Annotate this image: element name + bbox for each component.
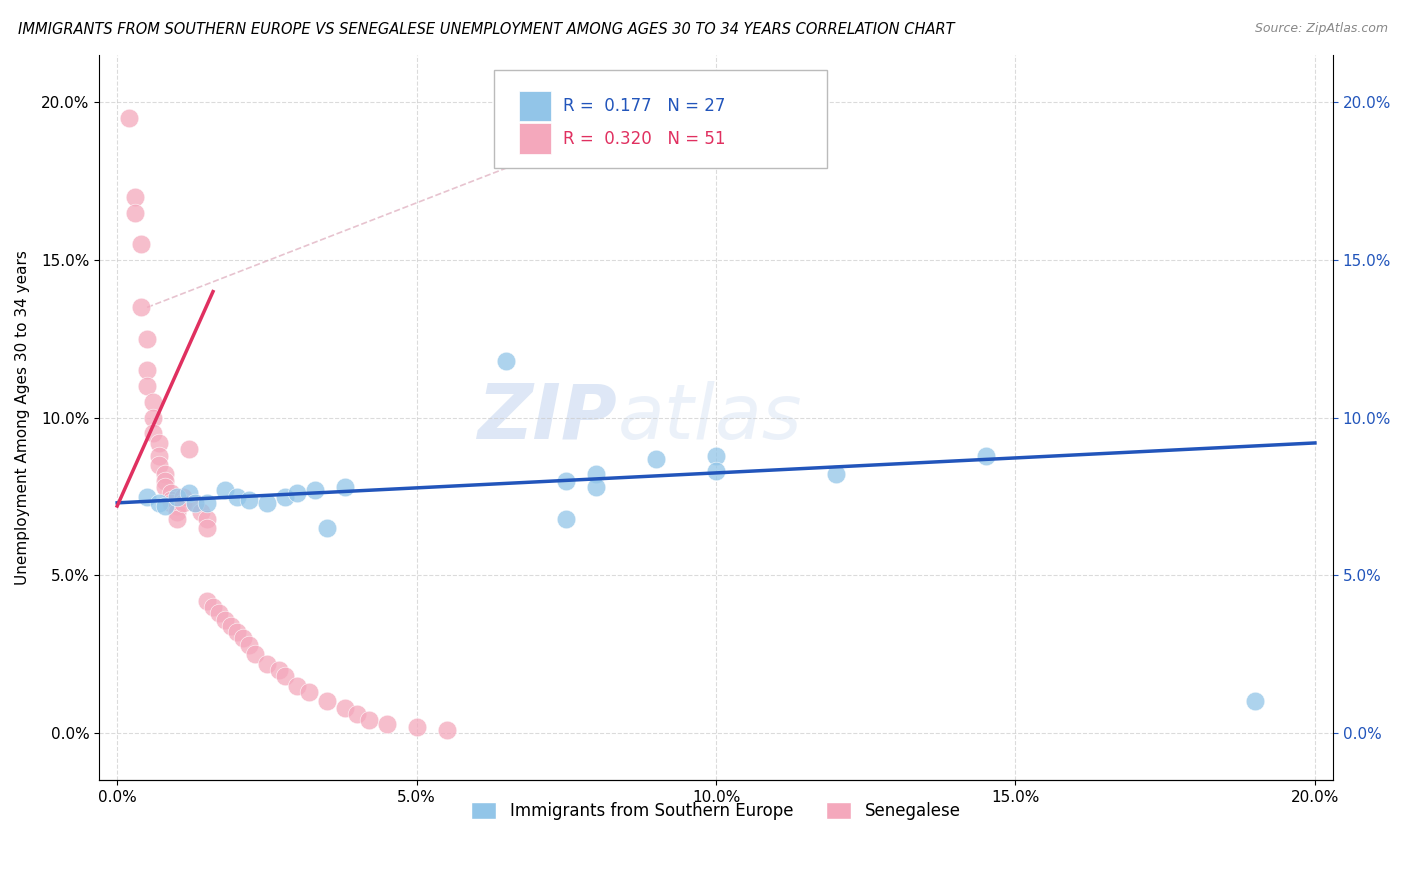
Y-axis label: Unemployment Among Ages 30 to 34 years: Unemployment Among Ages 30 to 34 years (15, 251, 30, 585)
Point (704, 464, 727, 478)
Point (375, 716, 398, 731)
Point (208, 606, 231, 620)
Point (177, 486, 200, 500)
Point (153, 480, 176, 494)
Point (405, 720, 427, 734)
Point (555, 511, 578, 525)
Point (190, 505, 212, 519)
Point (214, 613, 236, 627)
Point (274, 490, 297, 504)
Point (195, 593, 218, 607)
Point (129, 301, 152, 315)
Point (585, 467, 607, 482)
Point (315, 521, 337, 535)
Point (243, 647, 266, 661)
Point (142, 426, 165, 441)
Point (118, 112, 141, 126)
Point (136, 379, 159, 393)
Point (172, 496, 194, 510)
Point (148, 458, 170, 472)
Point (129, 237, 152, 252)
FancyBboxPatch shape (519, 91, 551, 121)
Point (153, 499, 176, 513)
Point (148, 449, 170, 463)
Point (274, 669, 297, 683)
Point (160, 496, 183, 510)
Point (142, 395, 165, 409)
Point (124, 190, 146, 204)
Point (166, 511, 188, 525)
Point (256, 657, 278, 671)
Point (238, 492, 260, 507)
Text: ZIP: ZIP (478, 381, 617, 455)
Point (184, 496, 207, 510)
Point (974, 449, 997, 463)
Point (226, 625, 249, 640)
Point (148, 496, 170, 510)
Point (124, 206, 146, 220)
Point (315, 694, 337, 708)
Point (333, 700, 356, 714)
Point (357, 714, 380, 728)
Point (153, 474, 176, 488)
Text: IMMIGRANTS FROM SOUTHERN EUROPE VS SENEGALESE UNEMPLOYMENT AMONG AGES 30 TO 34 Y: IMMIGRANTS FROM SOUTHERN EUROPE VS SENEG… (18, 22, 955, 37)
Point (195, 521, 218, 535)
Point (346, 707, 368, 722)
Point (136, 490, 159, 504)
Point (824, 467, 846, 482)
Point (304, 483, 326, 498)
Point (704, 449, 727, 463)
Point (142, 410, 165, 425)
Text: Source: ZipAtlas.com: Source: ZipAtlas.com (1254, 22, 1388, 36)
Point (177, 442, 200, 457)
Point (645, 451, 668, 466)
Point (214, 483, 236, 498)
Point (160, 486, 183, 500)
Point (136, 363, 159, 377)
Point (172, 490, 194, 504)
Point (226, 490, 249, 504)
Point (166, 505, 188, 519)
Point (436, 723, 458, 737)
Point (166, 490, 188, 504)
Point (495, 354, 517, 368)
Point (232, 632, 254, 646)
Point (298, 685, 321, 699)
Point (585, 480, 607, 494)
Point (153, 467, 176, 482)
FancyBboxPatch shape (494, 70, 827, 168)
Point (166, 499, 188, 513)
Point (195, 511, 218, 525)
Point (555, 474, 578, 488)
Text: R =  0.320   N = 51: R = 0.320 N = 51 (562, 129, 725, 147)
Point (238, 638, 260, 652)
Point (285, 486, 308, 500)
Point (160, 492, 183, 507)
Point (201, 599, 224, 614)
FancyBboxPatch shape (519, 123, 551, 153)
Point (1244, 694, 1267, 708)
Point (285, 679, 308, 693)
Legend: Immigrants from Southern Europe, Senegalese: Immigrants from Southern Europe, Senegal… (464, 795, 967, 826)
Text: R =  0.177   N = 27: R = 0.177 N = 27 (562, 97, 725, 115)
Point (219, 619, 242, 633)
Text: atlas: atlas (617, 381, 801, 455)
Point (195, 496, 218, 510)
Point (333, 480, 356, 494)
Point (136, 332, 159, 346)
Point (256, 496, 278, 510)
Point (267, 663, 290, 677)
Point (148, 436, 170, 450)
Point (184, 496, 207, 510)
